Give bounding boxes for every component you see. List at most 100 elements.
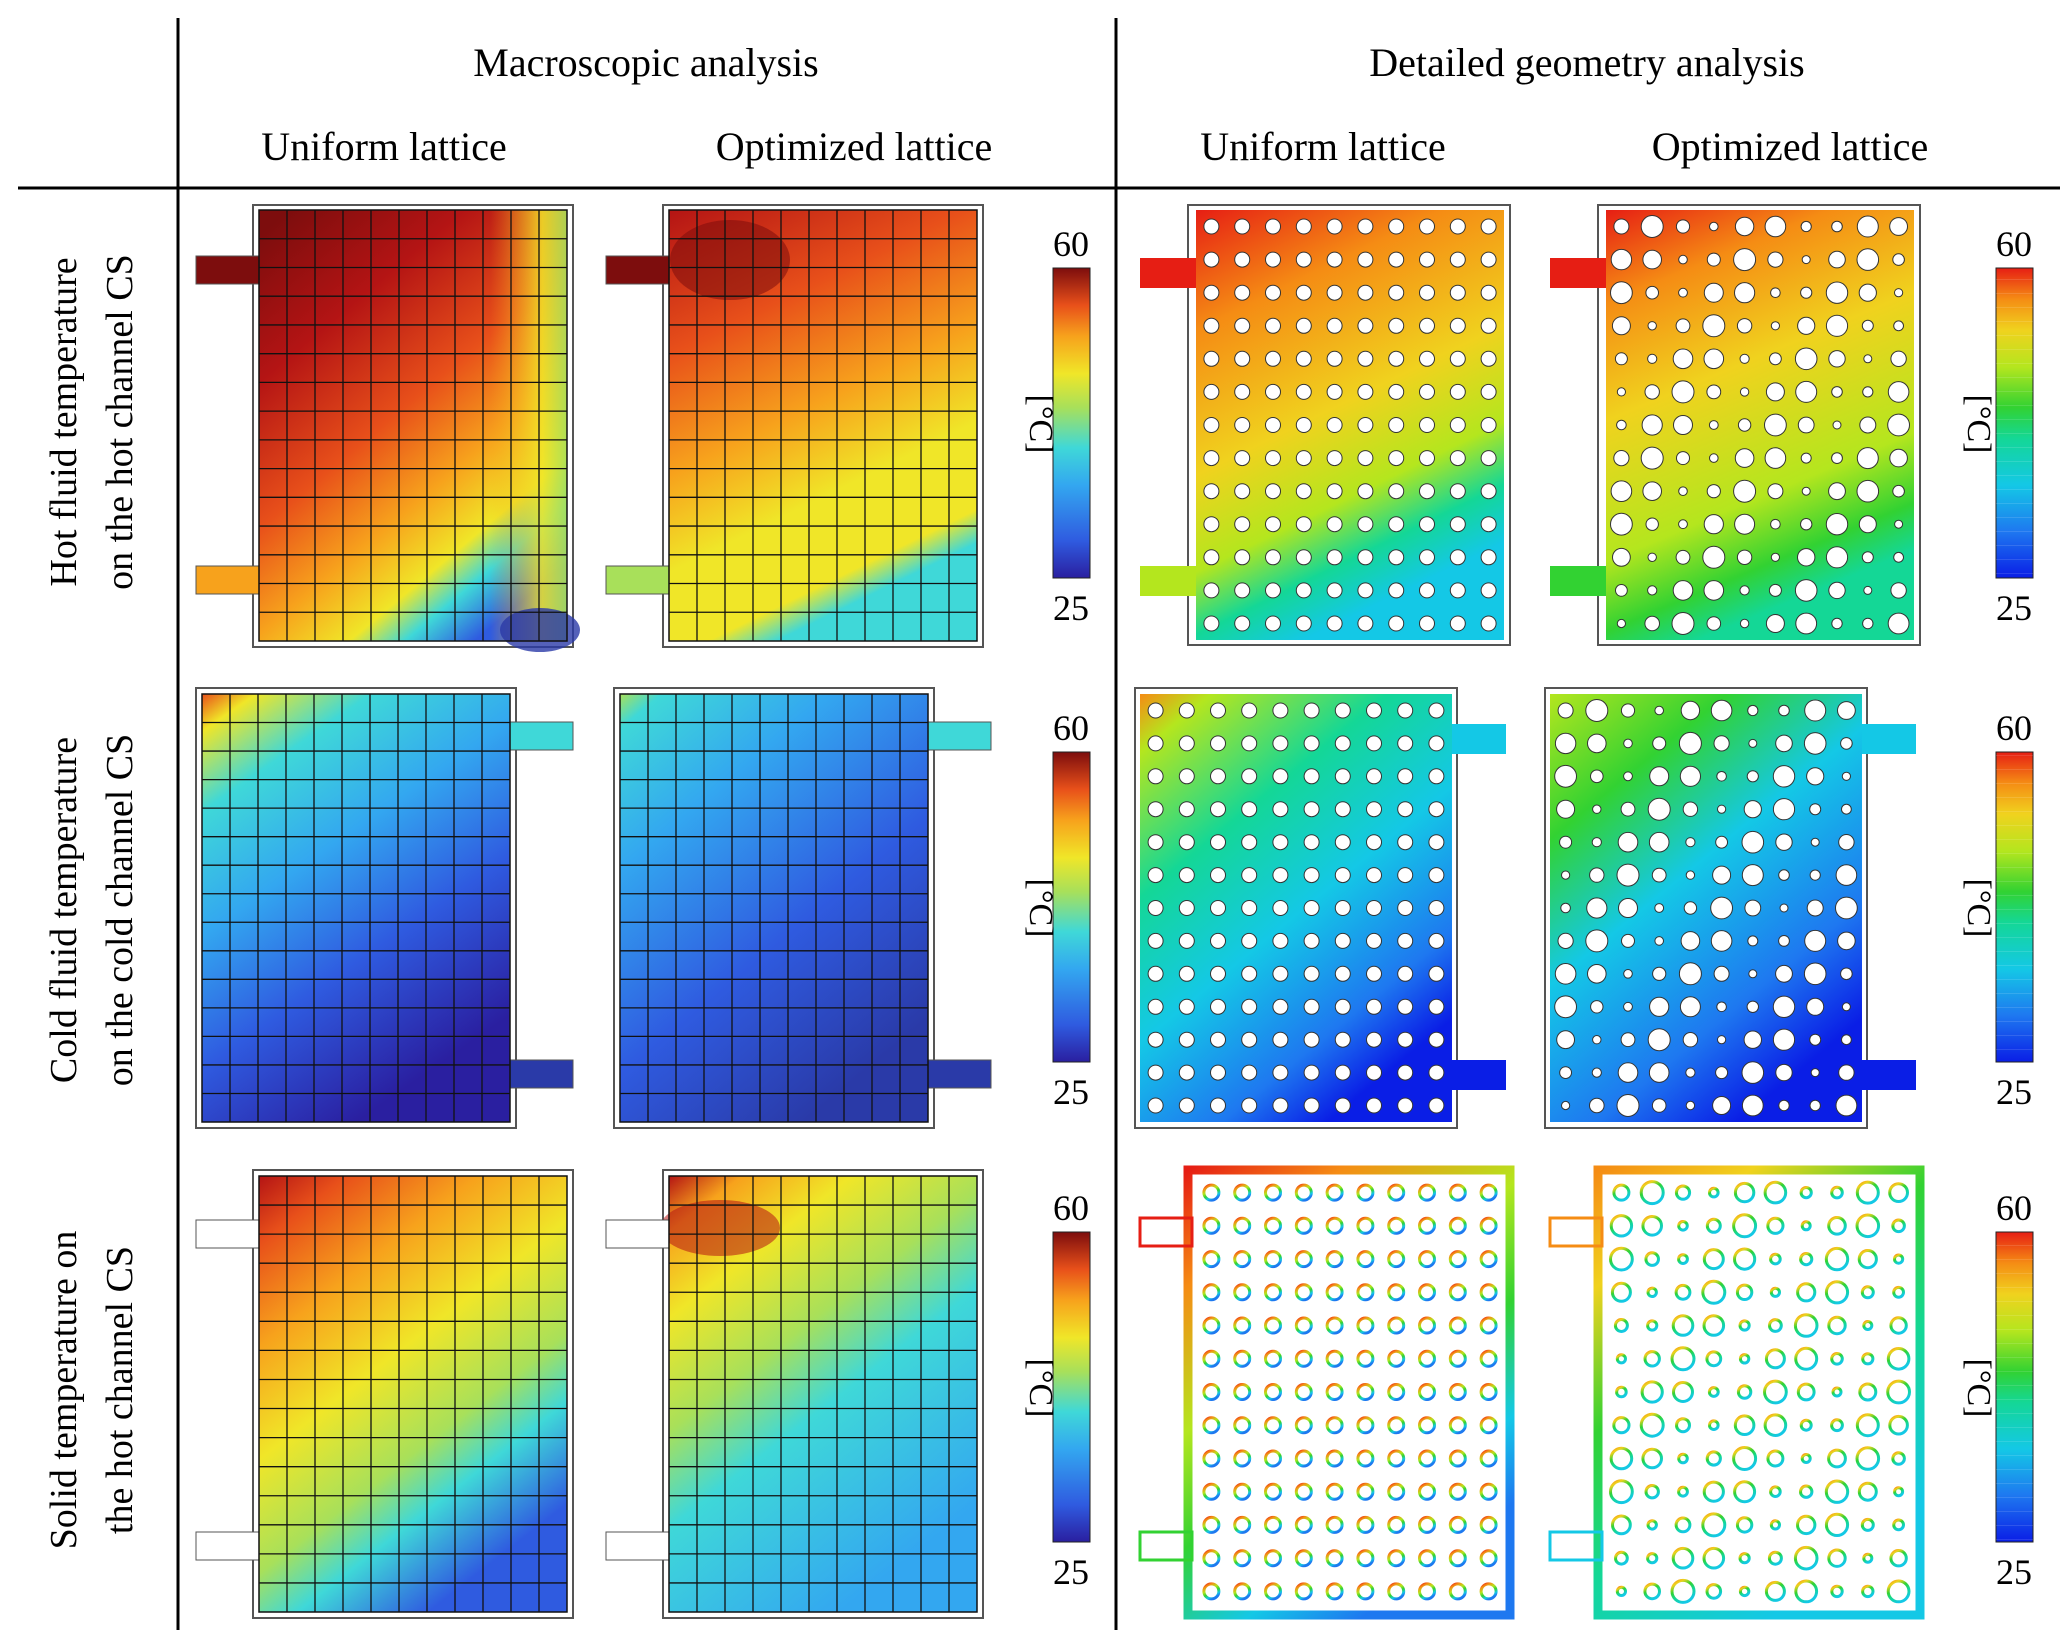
lattice-pin	[1858, 515, 1877, 534]
lattice-pin	[1859, 416, 1877, 434]
lattice-pin	[1356, 1383, 1375, 1401]
lattice-pin	[1855, 1180, 1880, 1205]
lattice-pin	[1295, 417, 1312, 433]
lattice-pin	[1674, 1516, 1692, 1534]
lattice-pin	[1708, 420, 1719, 430]
lattice-pin	[1147, 1097, 1164, 1114]
lattice-pin	[1202, 1316, 1221, 1335]
lattice-pin	[1178, 900, 1195, 916]
lattice-pin	[1272, 702, 1289, 719]
lattice-pin	[1621, 933, 1635, 948]
lattice-pin	[1887, 381, 1910, 403]
lattice-pin	[1326, 417, 1343, 433]
lattice-pin	[1825, 314, 1849, 337]
lattice-pin	[1706, 252, 1721, 267]
lattice-pin	[1387, 1482, 1406, 1501]
lattice-pin	[1799, 1186, 1813, 1200]
lattice-pin	[1609, 1246, 1634, 1272]
lattice-pin	[1203, 317, 1220, 334]
lattice-pin	[1210, 932, 1226, 949]
lattice-pin	[1272, 900, 1289, 916]
lattice-pin	[1610, 512, 1633, 536]
row2-label-line2: on the cold channel CS	[99, 734, 141, 1086]
lattice-pin	[1272, 1097, 1289, 1114]
lattice-pin	[1202, 1250, 1221, 1269]
lattice-pin	[1241, 1097, 1258, 1114]
panel-r2-macro-uniform	[195, 687, 574, 1129]
lattice-pin	[1640, 446, 1664, 470]
lattice-pin	[1357, 582, 1374, 599]
lattice-pin	[1766, 1449, 1785, 1468]
lattice-pin	[1419, 582, 1435, 599]
lattice-pin	[1264, 1549, 1282, 1568]
lattice-pin	[1272, 998, 1289, 1015]
row2-label-line1: Cold fluid temperature	[43, 737, 85, 1083]
lattice-pin	[1614, 1550, 1629, 1566]
lattice-pin	[1264, 1416, 1282, 1435]
lattice-pin	[1234, 350, 1251, 367]
lattice-pin	[1764, 1580, 1786, 1602]
lattice-pin	[1775, 833, 1793, 851]
lattice-pin	[1233, 1582, 1252, 1601]
lattice-pin	[1739, 353, 1750, 364]
lattice-pin	[1233, 1449, 1252, 1468]
lattice-pin	[1449, 450, 1466, 467]
lattice-pin	[1303, 998, 1320, 1015]
lattice-pin	[1738, 1319, 1751, 1332]
lattice-pin	[1639, 1412, 1665, 1438]
lattice-pin	[1178, 867, 1195, 884]
lattice-pin	[1735, 1516, 1754, 1534]
lattice-pin	[1265, 350, 1281, 367]
lattice-pin	[1672, 580, 1694, 601]
lattice-pin	[1824, 1512, 1850, 1538]
lattice-pin	[1448, 1316, 1467, 1335]
lattice-pin	[1325, 1449, 1344, 1468]
lattice-pin	[1860, 1285, 1875, 1300]
lattice-pin	[1732, 1213, 1758, 1239]
lattice-pin	[1480, 549, 1497, 566]
lattice-pin	[1449, 350, 1466, 367]
lattice-pin	[1703, 348, 1725, 370]
lattice-pin	[1210, 1097, 1226, 1114]
lattice-pin	[1828, 581, 1846, 600]
lattice-pin	[1623, 738, 1633, 749]
lattice-pin	[1479, 1349, 1498, 1368]
lattice-pin	[1645, 517, 1659, 531]
lattice-pin	[1587, 964, 1607, 984]
lattice-pin	[1449, 317, 1466, 334]
lattice-pin	[1357, 251, 1374, 268]
lattice-pin	[1893, 1486, 1905, 1498]
lattice-pin	[1234, 450, 1251, 467]
lattice-pin	[1678, 962, 1702, 986]
lattice-pin	[1325, 1416, 1344, 1435]
lattice-pin	[1717, 1035, 1727, 1045]
lattice-pin	[1202, 1283, 1221, 1302]
lattice-pin	[1449, 218, 1466, 235]
lattice-pin	[1858, 1382, 1878, 1402]
lattice-pin	[1800, 220, 1812, 233]
lattice-pin	[1303, 768, 1320, 785]
lattice-pin	[1837, 701, 1856, 720]
lattice-pin	[1617, 1062, 1639, 1083]
lattice-pin	[1734, 448, 1755, 468]
lattice-pin	[1733, 1480, 1757, 1504]
lattice-pin	[1241, 900, 1258, 916]
colorbar-r2-macro: 60 25 [°C]	[1022, 708, 1091, 1112]
lattice-pin	[1825, 281, 1849, 304]
lattice-pin	[1554, 963, 1577, 985]
lattice-pin	[1611, 316, 1631, 336]
lattice-pin	[1741, 1094, 1764, 1117]
lattice-pin	[1387, 1582, 1406, 1601]
lattice-pin	[1685, 1067, 1696, 1078]
lattice-pin	[1560, 902, 1571, 914]
lattice-pin	[1744, 899, 1762, 917]
lattice-pin	[1233, 1549, 1252, 1568]
lattice-pin	[1325, 1582, 1344, 1601]
lattice-pin	[1620, 801, 1636, 817]
lattice-pin	[1334, 867, 1351, 884]
lattice-pin	[1800, 452, 1812, 464]
lattice-pin	[1449, 582, 1466, 599]
lattice-pin	[1480, 417, 1497, 433]
lattice-pin	[1357, 317, 1374, 334]
